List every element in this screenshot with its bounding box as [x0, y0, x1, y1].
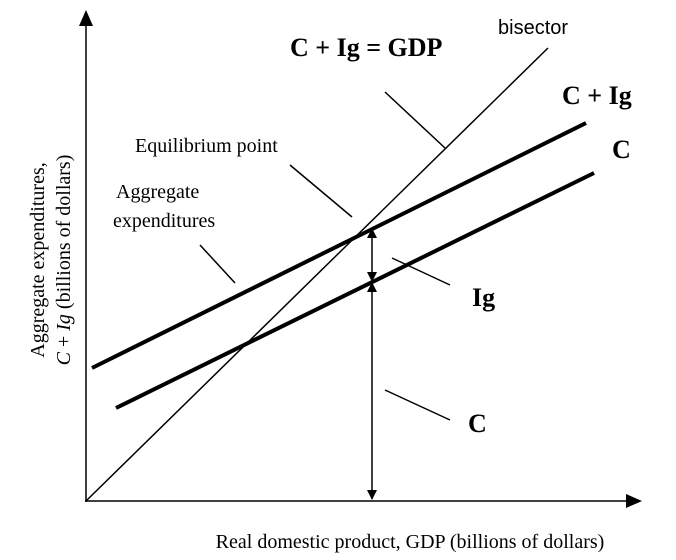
y-axis-label-line: Aggregate expenditures,: [27, 162, 49, 357]
x-axis-label: Real domestic product, GDP (billions of …: [216, 531, 605, 553]
leader: [384, 91, 446, 149]
label: C + Ig: [562, 81, 632, 110]
label: Aggregate: [116, 181, 199, 203]
label: Equilibrium point: [135, 135, 278, 157]
leader: [289, 164, 353, 218]
label: expenditures: [113, 210, 215, 232]
leader: [391, 257, 451, 286]
text: (billions of dollars): [53, 155, 75, 314]
label: Ig: [472, 283, 495, 312]
consumption-line: [115, 171, 595, 410]
label: C: [612, 135, 631, 164]
label: C: [468, 409, 487, 438]
aggregate-line: [91, 121, 587, 370]
text: +: [53, 331, 75, 352]
text: Ig: [53, 314, 75, 332]
bisector-line: [85, 47, 549, 502]
leader: [384, 389, 451, 421]
leader: [199, 244, 236, 284]
y-axis-label-line: C + Ig (billions of dollars): [53, 155, 75, 366]
label: C + Ig = GDP: [290, 33, 443, 62]
y-axis-label: Aggregate expenditures, C + Ig (billions…: [27, 155, 75, 366]
text: C: [53, 351, 75, 365]
label: bisector: [498, 17, 568, 39]
